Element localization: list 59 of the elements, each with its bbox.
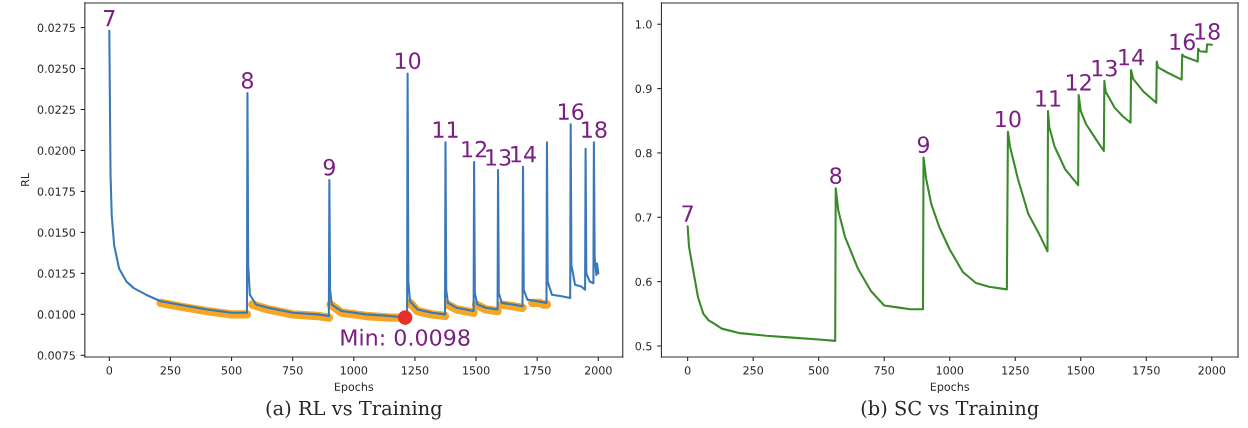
text: (b) SC vs Training	[861, 400, 1039, 420]
y-tick-label: 0.0200	[37, 146, 76, 155]
x-tick-label: 1750	[524, 366, 551, 375]
x-axis-title: Epochs	[334, 382, 374, 394]
annotation: 8	[241, 72, 253, 89]
annotation: 14	[511, 146, 536, 163]
annotation: Min: 0.0098	[341, 328, 470, 346]
y-tick-label: 0.0075	[37, 351, 75, 360]
x-tick-label: 1250	[1002, 366, 1029, 375]
text: (a) RL vs Training	[266, 400, 443, 420]
annotation: 13	[486, 149, 511, 166]
x-tick-label: 1750	[1133, 366, 1160, 375]
x-tick-label: 0	[106, 366, 113, 375]
annotation: 10	[996, 110, 1021, 128]
annotation: 13	[1092, 59, 1117, 77]
x-tick-label: 1500	[463, 366, 490, 375]
y-tick-label: 1.0	[635, 20, 652, 29]
annotation: 12	[1066, 73, 1091, 91]
x-tick-label: 500	[221, 366, 242, 375]
y-tick-label: 0.0250	[37, 64, 76, 73]
x-tick-label: 2000	[1198, 366, 1226, 375]
annotation: 16	[558, 103, 584, 120]
y-tick-label: 0.0275	[37, 23, 75, 32]
y-axis-title: RL	[20, 173, 30, 186]
annotation: 11	[1036, 90, 1061, 107]
x-tick-label: 1000	[936, 366, 964, 375]
y-tick-label: 0.0125	[37, 269, 75, 278]
x-axis-title: Epochs	[930, 382, 970, 394]
x-tick-label: 750	[874, 366, 895, 375]
x-tick-label: 250	[743, 366, 764, 375]
y-tick-label: 0.8	[635, 148, 652, 158]
annotation: 10	[395, 52, 421, 70]
annotation: 9	[323, 158, 335, 176]
x-tick-label: 2000	[584, 366, 612, 375]
x-tick-label: 500	[808, 366, 829, 375]
x-tick-label: 1250	[402, 366, 429, 375]
x-tick-label: 250	[160, 366, 181, 375]
annotation: 18	[582, 121, 607, 138]
annotation: 7	[104, 10, 115, 27]
annotation: 18	[1195, 23, 1220, 40]
y-tick-label: 0.0175	[37, 187, 75, 196]
annotation: 12	[462, 140, 487, 158]
y-tick-label: 0.9	[635, 84, 652, 93]
annotation: 16	[1170, 33, 1195, 51]
y-tick-label: 0.0100	[37, 310, 76, 319]
annotation: 9	[917, 136, 930, 154]
annotation: 14	[1119, 49, 1144, 66]
y-tick-label: 0.0225	[37, 105, 75, 114]
y-tick-label: 0.5	[635, 341, 652, 351]
y-tick-label: 0.0150	[37, 228, 76, 237]
x-tick-label: 0	[684, 366, 691, 375]
annotation: 11	[433, 121, 458, 138]
annotation: 7	[682, 205, 693, 222]
y-tick-label: 0.7	[635, 213, 652, 222]
y-tick-label: 0.6	[635, 277, 652, 287]
x-tick-label: 1000	[340, 366, 368, 375]
x-tick-label: 1500	[1067, 366, 1095, 375]
x-tick-label: 750	[282, 366, 303, 375]
annotation: 8	[830, 167, 842, 185]
